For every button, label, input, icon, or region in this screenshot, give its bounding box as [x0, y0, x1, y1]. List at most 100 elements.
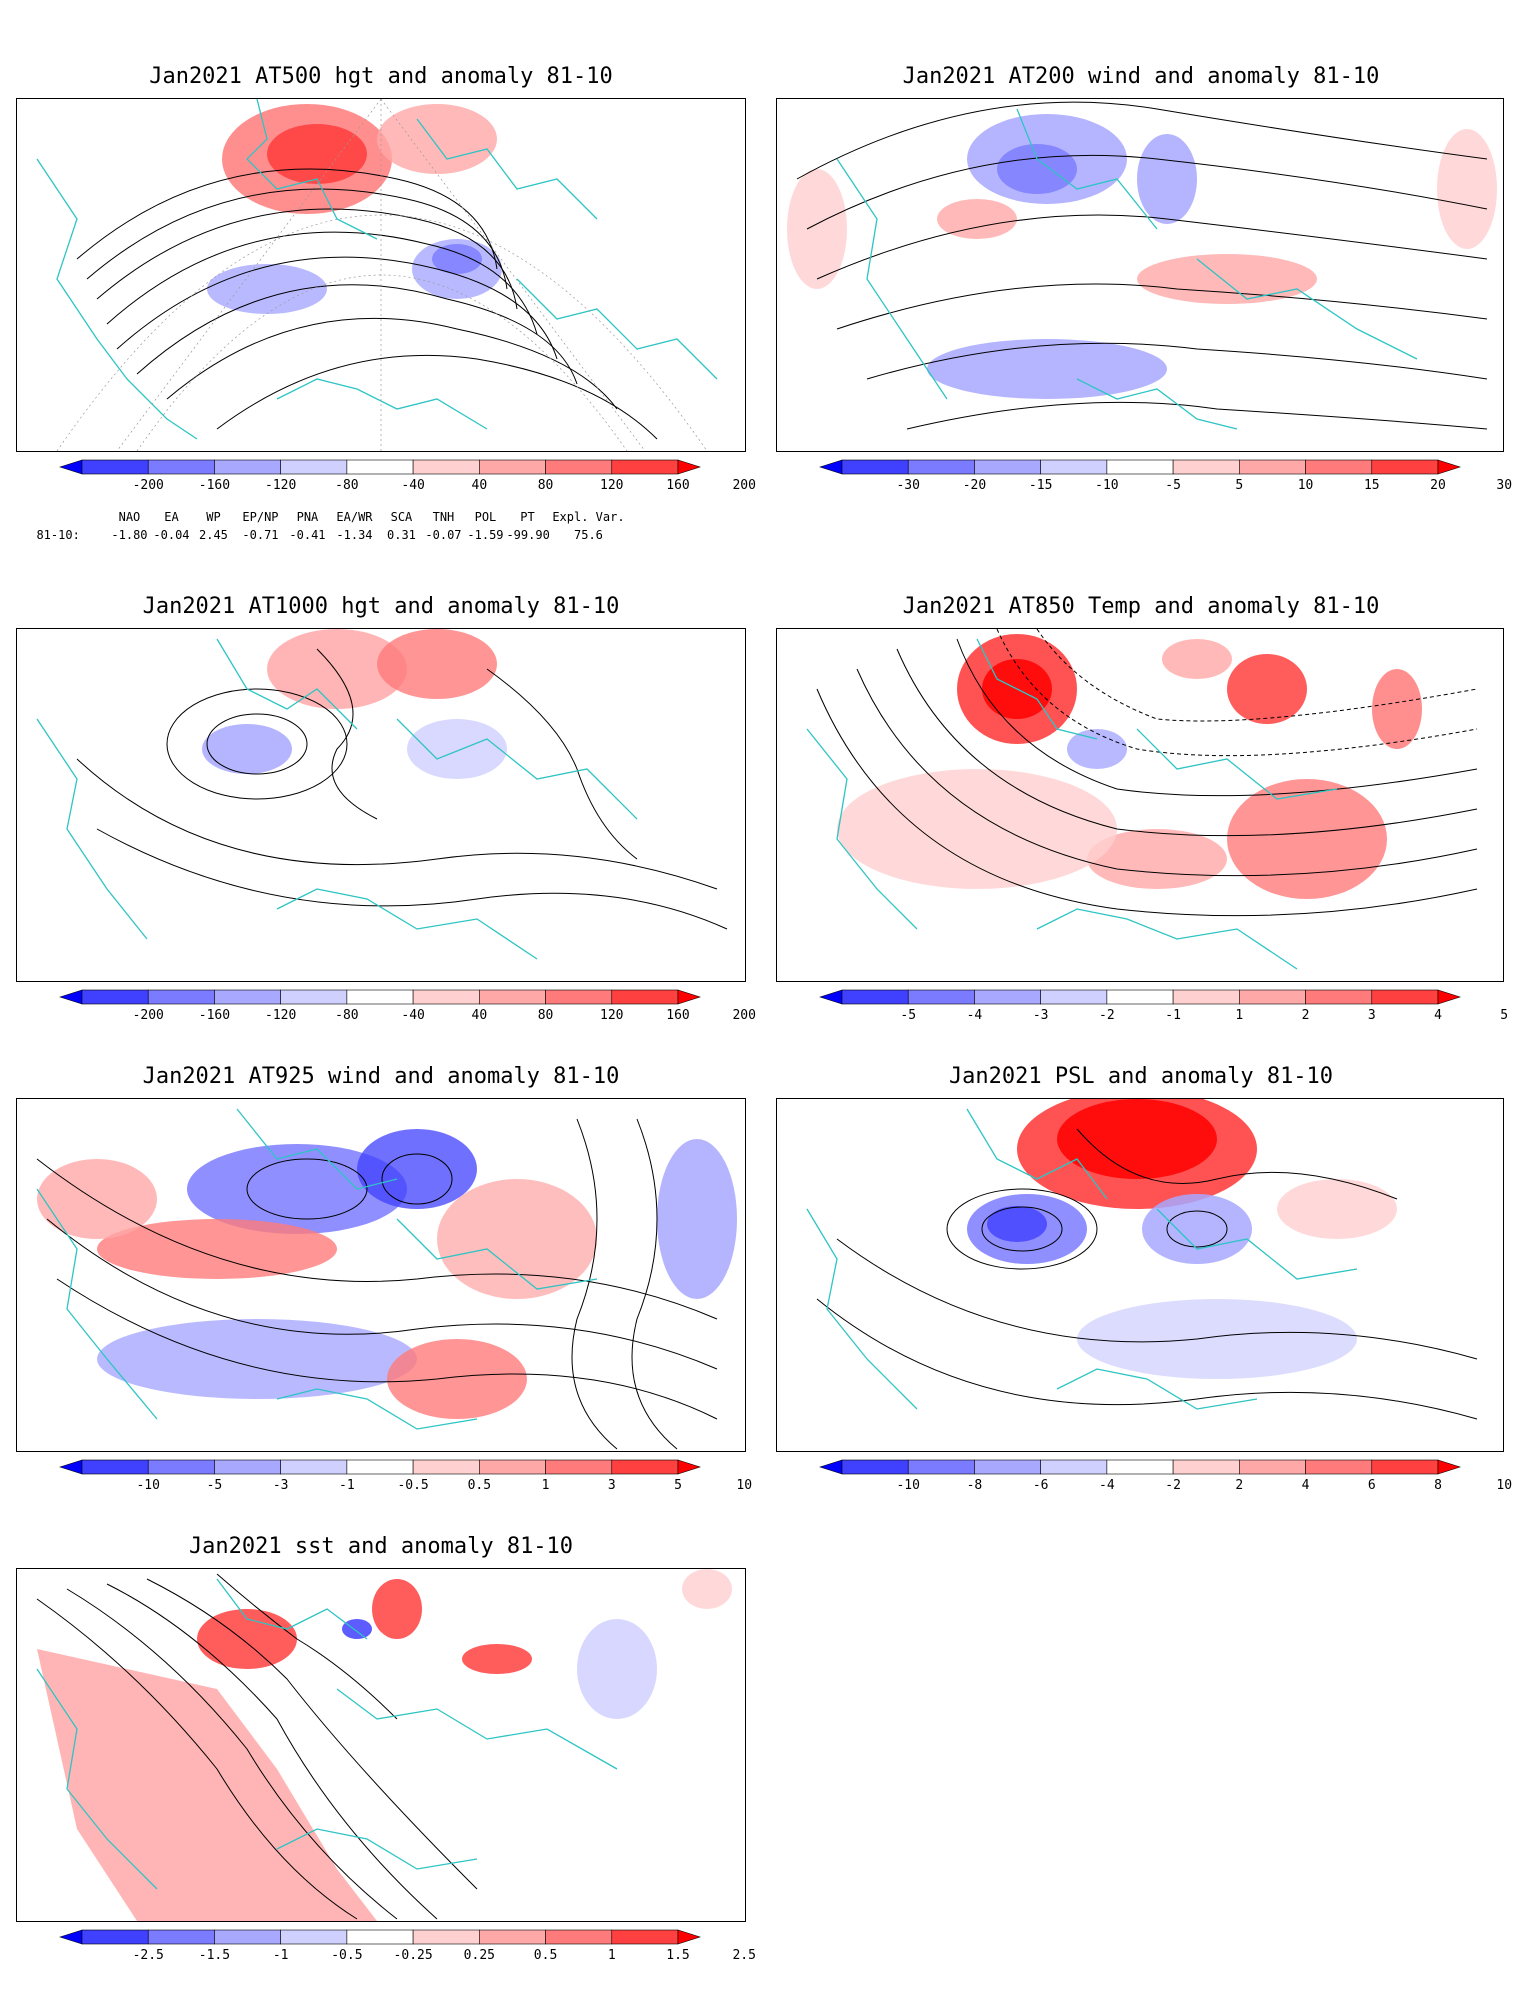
tele-col-1: EA — [164, 510, 179, 524]
colorbar-psl-segment — [907, 1459, 975, 1475]
tele-val-6: 0.31 — [387, 528, 416, 542]
colorbar-at850-arrow-right — [1437, 989, 1461, 1005]
map-at500-svg — [36, 99, 718, 451]
colorbar-at200-tick-label: -15 — [1028, 478, 1053, 493]
height-contours — [76, 168, 658, 440]
colorbar-at1000-segment — [280, 989, 348, 1005]
colorbar-at850-tick-label: -5 — [900, 1008, 917, 1023]
colorbar-at850-tick-label: -3 — [1032, 1008, 1049, 1023]
colorbar-at1000-segment — [147, 989, 215, 1005]
colorbar-at925-segment — [611, 1459, 679, 1475]
tele-col-0: NAO — [118, 510, 141, 524]
colorbar-at200-segment — [1239, 459, 1306, 475]
colorbar-at925-tick-label: -3 — [272, 1478, 289, 1493]
colorbar-sst-segment — [611, 1929, 679, 1945]
coastlines — [36, 99, 718, 440]
colorbar-at500-tick-label: -80 — [335, 478, 359, 493]
colorbar-at200-svg — [819, 459, 1461, 475]
colorbar-psl-tick-label: -10 — [896, 1478, 920, 1493]
panel-title-at200: Jan2021 AT200 wind and anomaly 81-10 — [902, 64, 1380, 89]
colorbar-at1000-tick-label: 80 — [537, 1008, 554, 1023]
anomaly-shading — [837, 634, 1422, 899]
colorbar-psl-tick-label: 2 — [1235, 1478, 1244, 1493]
colorbar-sst-tick-label: -0.25 — [393, 1948, 433, 1963]
colorbar-at850-tick-label: 5 — [1500, 1008, 1509, 1023]
panel-title-psl: Jan2021 PSL and anomaly 81-10 — [948, 1064, 1334, 1089]
colorbar-at925: -10 -5 -3 -1 -0.5 0.5 1 3 5 10 — [59, 1459, 752, 1493]
colorbar-psl-svg — [819, 1459, 1461, 1475]
anomaly-shading — [207, 104, 502, 314]
panel-title-sst: Jan2021 sst and anomaly 81-10 — [188, 1534, 574, 1559]
anomaly-shading — [967, 1099, 1397, 1379]
colorbar-at850-segment — [1305, 989, 1373, 1005]
coastlines — [36, 1108, 598, 1430]
map-at200-svg — [787, 101, 1497, 430]
colorbar-at200-arrow-right — [1437, 459, 1461, 475]
colorbar-at500-segment — [81, 459, 149, 475]
colorbar-psl: -10 -8 -6 -4 -2 2 4 6 8 10 — [819, 1459, 1512, 1493]
colorbar-psl-tick-label: -4 — [1099, 1478, 1115, 1493]
tele-col-10: Expl. Var. — [552, 510, 625, 524]
colorbar-at850-segment — [1239, 989, 1306, 1005]
colorbar-at500-tick-label: 40 — [471, 478, 488, 493]
coastlines — [806, 1108, 1358, 1410]
colorbar-at850-tick-label: -2 — [1099, 1008, 1115, 1023]
colorbar-at200-segment — [1172, 459, 1240, 475]
tele-col-9: PT — [520, 510, 535, 524]
tele-col-6: SCA — [390, 510, 413, 524]
colorbar-at200-segment — [841, 459, 909, 475]
colorbar-at500-segment — [479, 459, 546, 475]
colorbar-at925-tick-label: 0.5 — [467, 1478, 492, 1493]
colorbar-at200-segment — [1040, 459, 1108, 475]
teleconnection-values: 81-10: -1.80 -0.04 2.45 -0.71 -0.41 -1.34 0.31-… — [22, 514, 628, 542]
colorbar-at925-segment — [81, 1459, 149, 1475]
colorbar-at925-arrow-right — [677, 1459, 701, 1475]
colorbar-at925-segment — [545, 1459, 613, 1475]
colorbar-at500-tick-label: 120 — [600, 478, 624, 493]
colorbar-at850-arrow-left — [819, 989, 843, 1005]
colorbar-at1000-arrow-left — [59, 989, 83, 1005]
colorbar-at1000-arrow-right — [677, 989, 701, 1005]
colorbar-at1000-segment — [81, 989, 149, 1005]
colorbar-at925-tick-label: 1 — [541, 1478, 550, 1493]
coastlines — [806, 638, 1338, 970]
tele-val-7: -0.07 — [425, 528, 462, 542]
temp-contours — [816, 629, 1478, 917]
colorbar-at1000-tick-label: -80 — [335, 1008, 359, 1023]
tele-row-label: 81-10: — [36, 528, 80, 542]
colorbar-at200-tick-label: -20 — [962, 478, 987, 493]
colorbar-at500-tick-label: -40 — [401, 478, 425, 493]
streamlines — [796, 101, 1488, 430]
colorbar-at200-segment — [1305, 459, 1373, 475]
colorbar-sst-tick-label: -1.5 — [198, 1948, 231, 1963]
colorbar-at1000-tick-label: 120 — [600, 1008, 624, 1023]
colorbar-at850-segment — [1371, 989, 1439, 1005]
colorbar-at925-tick-label: -5 — [206, 1478, 223, 1493]
colorbar-at850-segment — [974, 989, 1041, 1005]
colorbar-sst-segment — [346, 1929, 414, 1945]
colorbar-at850-segment — [1172, 989, 1240, 1005]
colorbar-at850-tick-label: 4 — [1434, 1008, 1442, 1023]
colorbar-sst-svg — [59, 1929, 701, 1945]
colorbar-psl-segment — [1305, 1459, 1373, 1475]
colorbar-at850-segment — [907, 989, 975, 1005]
colorbar-at925-svg — [59, 1459, 701, 1475]
map-at925 — [16, 1098, 746, 1452]
colorbar-sst-segment — [280, 1929, 348, 1945]
colorbar-at1000-tick-label: -120 — [265, 1008, 297, 1023]
colorbar-at500-tick-label: 80 — [537, 478, 554, 493]
colorbar-at1000-tick-label: 200 — [732, 1008, 756, 1023]
colorbar-at925-tick-label: -10 — [136, 1478, 160, 1493]
colorbar-at925-tick-label: -1 — [339, 1478, 355, 1493]
colorbar-at1000-segment — [479, 989, 546, 1005]
colorbar-at500-arrow-left — [59, 459, 83, 475]
colorbar-at500-tick-label: -120 — [265, 478, 297, 493]
colorbar-at500-segment — [545, 459, 613, 475]
colorbar-at1000-segment — [545, 989, 613, 1005]
colorbar-at1000-tick-label: 160 — [666, 1008, 690, 1023]
colorbar-at200-tick-label: 20 — [1430, 478, 1446, 493]
tele-val-1: -0.04 — [153, 528, 190, 542]
colorbar-at1000-segment — [412, 989, 480, 1005]
colorbar-psl-segment — [1239, 1459, 1306, 1475]
anomaly-shading — [787, 114, 1497, 399]
